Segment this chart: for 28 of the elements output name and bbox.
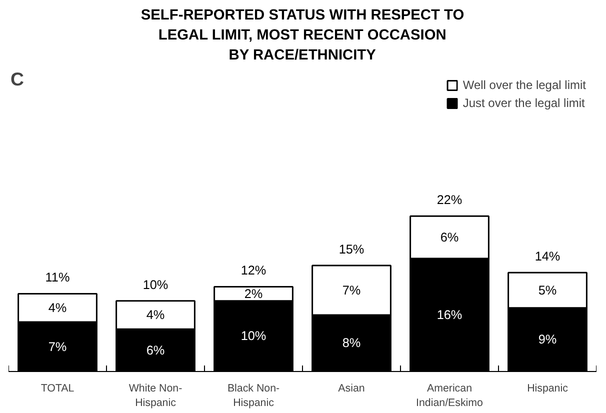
total-label: 15%	[338, 242, 364, 256]
chart-title: SELF-REPORTED STATUS WITH RESPECT TO LEGAL LIMIT, MOST RECENT OCCASION BY RACE/ETHNICITY	[140, 8, 464, 64]
data-label: 10%	[240, 329, 266, 344]
total-label: 14%	[534, 250, 560, 264]
x-tick-label: Asian	[338, 382, 365, 394]
data-label: 8%	[342, 336, 361, 350]
total-label: 11%	[45, 270, 70, 285]
data-label: 6%	[440, 230, 459, 244]
data-label: 7%	[48, 340, 67, 354]
x-tick-label: Hispanic	[527, 382, 569, 394]
data-label: 16%	[436, 308, 462, 322]
x-tick-label: White Non- Hispanic	[128, 382, 183, 409]
data-label: 6%	[146, 343, 165, 358]
total-label: 10%	[142, 278, 168, 292]
data-label: 7%	[342, 283, 361, 298]
x-tick-label: American Indian/Eskimo	[416, 382, 484, 409]
x-tick-label: TOTAL	[40, 382, 74, 394]
data-label: 5%	[538, 283, 557, 298]
legend-label: Just over the legal limit	[462, 96, 585, 110]
data-label: 9%	[538, 332, 557, 347]
text: C	[10, 68, 24, 90]
data-label: 2%	[244, 286, 263, 301]
data-label: 4%	[146, 308, 165, 322]
x-tick-label: Black Non- Hispanic	[227, 382, 280, 409]
legend-label: Well over the legal limit	[462, 78, 586, 92]
data-label: 4%	[48, 300, 67, 315]
total-label: 12%	[240, 264, 266, 278]
total-label: 22%	[436, 193, 462, 208]
